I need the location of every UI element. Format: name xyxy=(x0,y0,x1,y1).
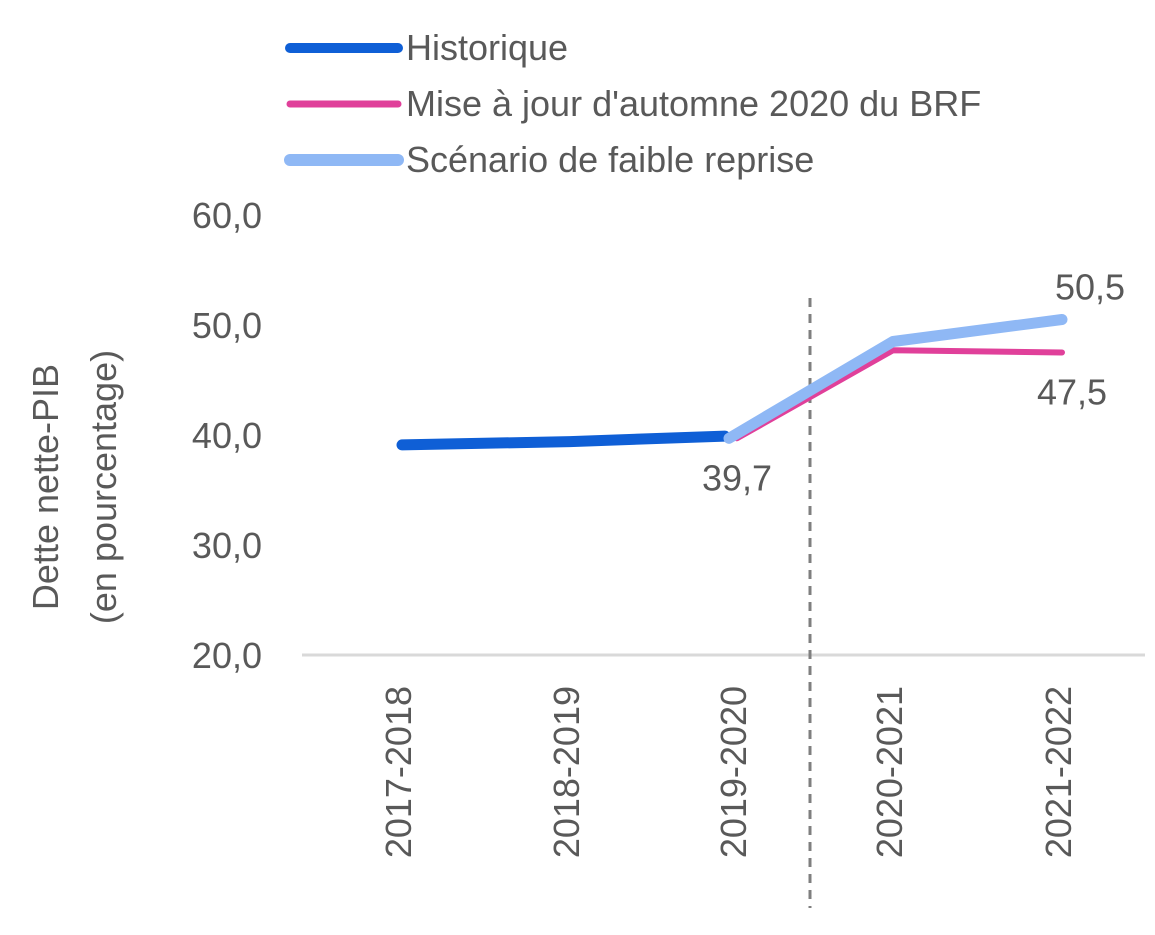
data-label: 47,5 xyxy=(1037,372,1107,413)
x-tick-label: 2019-2020 xyxy=(713,686,754,858)
y-tick-label: 60,0 xyxy=(192,195,262,236)
data-label: 39,7 xyxy=(702,457,772,498)
y-tick-label: 30,0 xyxy=(192,525,262,566)
legend-label-2: Mise à jour d'automne 2020 du BRF xyxy=(406,83,981,124)
legend: Historique Mise à jour d'automne 2020 du … xyxy=(284,27,981,180)
data-labels: 39,7 47,5 50,5 xyxy=(702,267,1125,499)
data-label: 50,5 xyxy=(1055,267,1125,308)
y-tick-label: 40,0 xyxy=(192,415,262,456)
series-line-3 xyxy=(723,314,1068,444)
y-axis-label: Dette nette-PIB (en pourcentage) xyxy=(25,350,124,624)
x-tick-label: 2018-2019 xyxy=(546,686,587,858)
plot-area xyxy=(396,298,1068,908)
legend-label-1: Historique xyxy=(406,27,568,68)
y-tick-label: 50,0 xyxy=(192,305,262,346)
x-tick-label: 2017-2018 xyxy=(378,686,419,858)
x-axis: 2017-2018 2018-2019 2019-2020 2020-2021 2021… xyxy=(302,653,1145,858)
y-axis: 20,0 30,0 40,0 50,0 60,0 xyxy=(192,195,262,676)
y-axis-label-line-1: Dette nette-PIB xyxy=(25,364,66,610)
y-axis-label-line-2: (en pourcentage) xyxy=(83,350,124,624)
legend-label-3: Scénario de faible reprise xyxy=(406,139,814,180)
series-line-2 xyxy=(734,347,1065,442)
x-tick-label: 2021-2022 xyxy=(1038,686,1079,858)
series-line-1 xyxy=(396,430,731,451)
y-tick-label: 20,0 xyxy=(192,635,262,676)
x-tick-label: 2020-2021 xyxy=(869,686,910,858)
